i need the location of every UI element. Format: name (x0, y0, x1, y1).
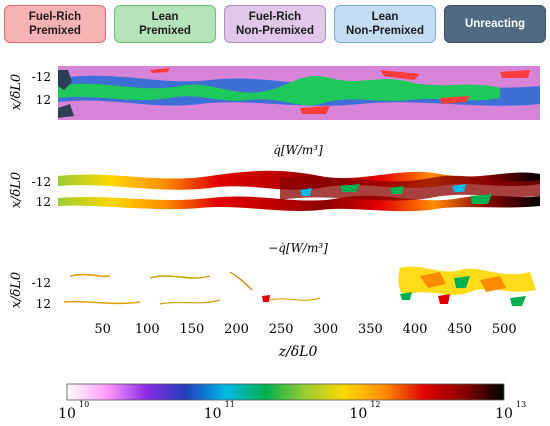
x-tick-label: 50 (94, 322, 111, 337)
neg-hrr-streak-6 (269, 297, 321, 301)
legend-item-fuel-rich-non-premixed: Fuel-Rich Non-Premixed (224, 5, 326, 43)
hrr-lower-flame (58, 195, 540, 212)
colorbar-gradient (66, 383, 505, 401)
x-axis-label: z/δL0 (278, 344, 318, 360)
colorbar-tick-base: 10 (204, 406, 222, 422)
hrr-green-patches (340, 184, 492, 204)
neg-hrr-streak-1 (69, 273, 111, 278)
x-tick-label: 500 (492, 322, 517, 337)
regime-ylabel: x/δL0 (9, 74, 24, 110)
regime-ytick-bottom: 12 (36, 93, 51, 107)
neg-hrr-panel (58, 262, 540, 316)
x-tick-label: 150 (179, 322, 204, 337)
neg-hrr-streak-2 (149, 275, 211, 279)
x-tick-label: 100 (135, 322, 160, 337)
hrr-panel (58, 162, 540, 214)
legend-item-lean-non-premixed: Lean Non-Premixed (334, 5, 436, 43)
x-tick-label: 450 (447, 322, 472, 337)
lean-premixed-region (58, 75, 500, 106)
x-tick-label: 300 (313, 322, 338, 337)
unreacting-region-left2 (58, 104, 74, 118)
neg-hrr-title: −q̇[W/m³] (268, 241, 328, 255)
x-tick-label: 200 (224, 322, 249, 337)
neg-hrr-ylabel: x/δL0 (9, 272, 24, 308)
legend-item-fuel-rich-premixed: Fuel-Rich Premixed (4, 5, 106, 43)
x-tick-label: 250 (269, 322, 294, 337)
neg-hrr-cluster-right-core (420, 272, 506, 292)
colorbar-tick-exponent: 10 (79, 400, 89, 409)
regime-map-panel (58, 66, 540, 120)
neg-hrr-ytick-bottom: 12 (36, 297, 51, 311)
x-tick-label: 400 (403, 322, 428, 337)
x-axis-ticks: 50 100 150 200 250 300 350 400 450 500 (94, 322, 516, 337)
colorbar-tick-exponent: 11 (225, 400, 235, 409)
colorbar-tick-base: 10 (495, 406, 513, 422)
x-tick-label: 350 (358, 322, 383, 337)
colorbar-tick-exponent: 13 (516, 400, 526, 409)
colorbar-tick-exponent: 12 (370, 400, 380, 409)
neg-hrr-streak-5 (159, 299, 221, 305)
hrr-ylabel: x/δL0 (9, 172, 24, 208)
colorbar-tick-base: 10 (58, 406, 76, 422)
neg-hrr-ytick-top: -12 (32, 276, 51, 290)
legend-item-lean-premixed: Lean Premixed (114, 5, 216, 43)
neg-hrr-streak-4 (63, 300, 141, 305)
unreacting-region-left (58, 70, 72, 90)
regime-ytick-top: -12 (32, 70, 51, 84)
hrr-core (280, 175, 540, 201)
hrr-ytick-top: -12 (32, 175, 51, 189)
neg-hrr-streak-3 (229, 271, 253, 291)
hrr-ytick-bottom: 12 (36, 195, 51, 209)
hrr-title: q̇[W/m³] (273, 143, 323, 157)
legend-item-unreacting: Unreacting (444, 5, 546, 43)
neg-hrr-cluster-green (400, 276, 526, 306)
colorbar-tick-base: 10 (349, 406, 367, 422)
